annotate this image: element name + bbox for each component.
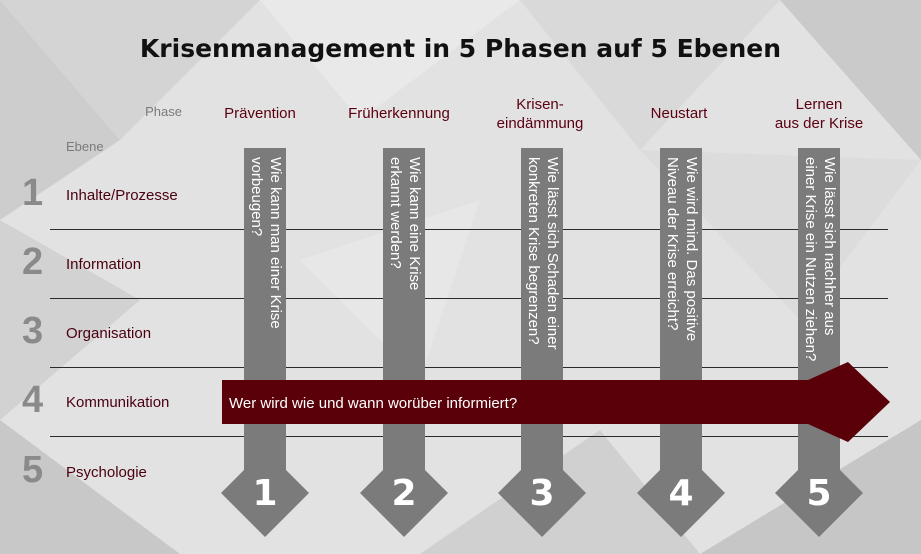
phase-question-2: Wie kann eine Krise erkannt werden? (387, 157, 423, 291)
phase-question-1: Wie kann man einer Krise vorbeugen? (248, 157, 284, 329)
level-header: Ebene (66, 139, 104, 154)
phase-number-5: 5 (806, 473, 832, 514)
phase-question-5: Wie lässt sich nachher aus einer Krise ei… (802, 157, 838, 362)
phase-number-3: 3 (529, 473, 555, 514)
phase-question-4: Wie wird mind. Das positive Niveau der Kr… (664, 157, 700, 342)
level-number-2: 2 (22, 241, 44, 283)
level-label-2: Information (66, 256, 142, 273)
row-divider (50, 298, 888, 299)
phase-diamond-4 (637, 449, 725, 537)
phase-diamond-5 (775, 449, 863, 537)
phase-label-5: Lernen aus der Krise (774, 96, 864, 132)
phase-label-1: Prävention (224, 105, 296, 122)
level-label-5: Psychologie (66, 464, 147, 481)
row-divider (50, 367, 888, 368)
phase-diamond-1 (221, 449, 309, 537)
phase-header: Phase (145, 104, 182, 119)
phase-label-2: Früherkennung (348, 105, 450, 122)
level-number-1: 1 (22, 172, 44, 214)
phase-diamond-2 (360, 449, 448, 537)
communication-arrow (222, 362, 890, 442)
level-label-4: Kommunikation (66, 394, 170, 411)
phase-number-2: 2 (391, 473, 417, 514)
phase-label-3: Krisen- eindämmung (496, 96, 584, 132)
diagram-title: Krisenmanagement in 5 Phasen auf 5 Ebene… (139, 34, 782, 63)
level-number-3: 3 (22, 310, 44, 352)
row-divider (50, 229, 888, 230)
row-divider (50, 436, 888, 437)
phase-number-4: 4 (668, 473, 694, 514)
level-label-3: Organisation (66, 325, 152, 342)
phase-number-1: 1 (252, 473, 278, 514)
level-number-5: 5 (22, 449, 44, 491)
level-number-4: 4 (22, 379, 44, 421)
phase-label-4: Neustart (650, 105, 708, 122)
phase-question-3: Wie lässt sich Schaden einer konkreten Kr… (525, 157, 561, 350)
level-label-1: Inhalte/Prozesse (66, 187, 178, 204)
communication-text: Wer wird wie und wann worüber informiert… (229, 395, 518, 412)
phase-diamond-3 (498, 449, 586, 537)
